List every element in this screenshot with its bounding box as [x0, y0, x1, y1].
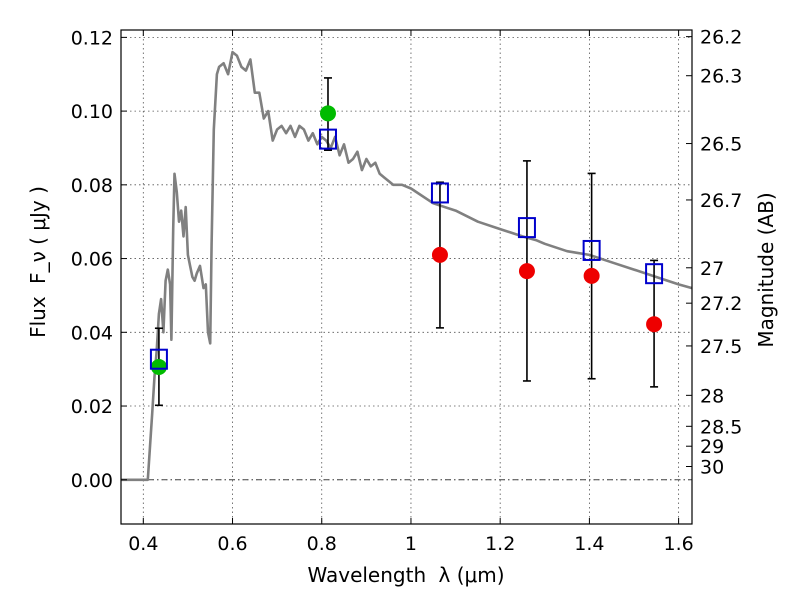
- y2-tick-label: 27.5: [700, 336, 742, 358]
- model-flux-square: [430, 182, 449, 204]
- x-axis-label-word: Wavelength: [307, 563, 426, 587]
- series-layer: [121, 50, 693, 482]
- y2-tick-label: 26.5: [700, 134, 742, 156]
- y2-tick-label: 28.5: [700, 416, 742, 438]
- y2-tick-label: 27: [700, 258, 724, 280]
- ticks-layer: 0.4 0.6 0.8 1 1.2 1.4 1.6 0.00 0.02 0.04 0.06 0.08 0…: [71, 27, 743, 555]
- y2-tick-label: 28: [700, 385, 724, 407]
- y2-tick-label: 26.2: [700, 27, 742, 49]
- model-flux-square: [318, 128, 337, 150]
- photometry-point: [646, 316, 663, 333]
- y2-tick-label: 27.2: [700, 293, 742, 315]
- x-axis-label-symbol: λ (μm): [439, 563, 505, 587]
- x-tick-label: 0.8: [307, 533, 337, 555]
- y2-tick-label: 26.3: [700, 66, 742, 88]
- y-tick-label: 0.02: [71, 396, 113, 418]
- x-axis-label: Wavelength λ (μm): [307, 563, 504, 587]
- y-tick-label: 0.12: [71, 27, 113, 49]
- plot-frame: [120, 29, 693, 525]
- model-flux-square: [149, 348, 168, 370]
- photometry-point: [518, 263, 535, 280]
- y2-tick-label: 30: [700, 456, 724, 478]
- x-tick-label: 0.6: [217, 533, 247, 555]
- y-tick-label: 0.06: [71, 249, 113, 271]
- y2-tick-label: 26.7: [700, 190, 742, 212]
- photometry-point: [319, 105, 336, 122]
- y2-axis-label: Magnitude (AB): [754, 192, 778, 347]
- x-tick-label: 1: [405, 533, 417, 555]
- model-flux-square: [517, 217, 536, 239]
- photometry-point: [150, 358, 167, 375]
- y-tick-label: 0.10: [71, 101, 113, 123]
- y-axis-label-word: Flux: [26, 296, 50, 338]
- model-flux-square: [645, 263, 664, 285]
- y-tick-label: 0.04: [71, 322, 113, 344]
- x-tick-label: 1.4: [574, 533, 604, 555]
- model-spectrum-line: [121, 50, 693, 482]
- y2-tick-label: 29: [700, 436, 724, 458]
- x-tick-label: 1.2: [485, 533, 515, 555]
- y-axis-label-symbol: F_ν ( μJy ): [26, 186, 50, 284]
- model-flux-square: [582, 239, 601, 261]
- y-tick-label: 0.08: [71, 175, 113, 197]
- x-tick-label: 1.6: [664, 533, 694, 555]
- y-axis-label: Flux F_ν ( μJy ): [26, 186, 50, 338]
- photometry-point: [583, 267, 600, 284]
- x-tick-label: 0.4: [128, 533, 158, 555]
- y-tick-label: 0.00: [71, 470, 113, 492]
- photometry-point: [431, 246, 448, 263]
